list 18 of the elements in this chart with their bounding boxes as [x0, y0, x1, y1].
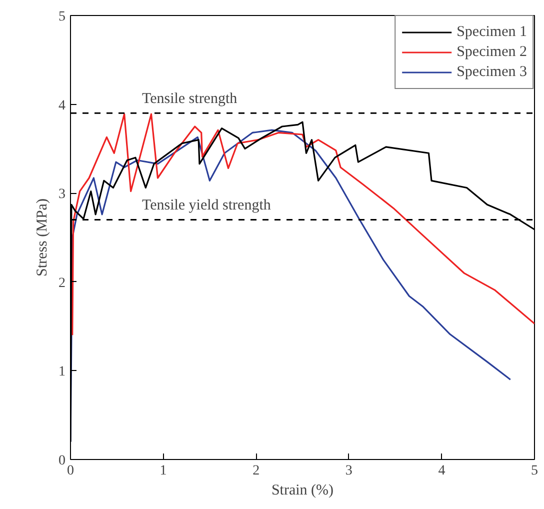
- y-axis-title: Stress (MPa): [34, 198, 50, 276]
- y-tick-label: 2: [58, 276, 66, 291]
- ref-line-label: Tensile strength: [142, 91, 238, 108]
- legend-label: Specimen 2: [456, 44, 527, 60]
- legend-label: Specimen 3: [456, 64, 527, 80]
- y-tick-label: 5: [58, 10, 66, 24]
- x-tick-label: 3: [345, 464, 352, 478]
- legend-label: Specimen 1: [456, 24, 527, 40]
- y-tick-label: 1: [58, 364, 66, 380]
- x-axis-title: Strain (%): [271, 482, 334, 498]
- x-tick-label: 5: [531, 464, 538, 478]
- y-tick-label: 4: [58, 98, 66, 114]
- y-tick-label: 0: [58, 454, 66, 468]
- x-tick-label: 1: [160, 464, 167, 478]
- x-tick-label: 2: [252, 464, 260, 478]
- ref-line-label: Tensile yield strength: [142, 198, 272, 214]
- x-tick-label: 4: [438, 464, 446, 478]
- y-tick-label: 3: [58, 187, 66, 202]
